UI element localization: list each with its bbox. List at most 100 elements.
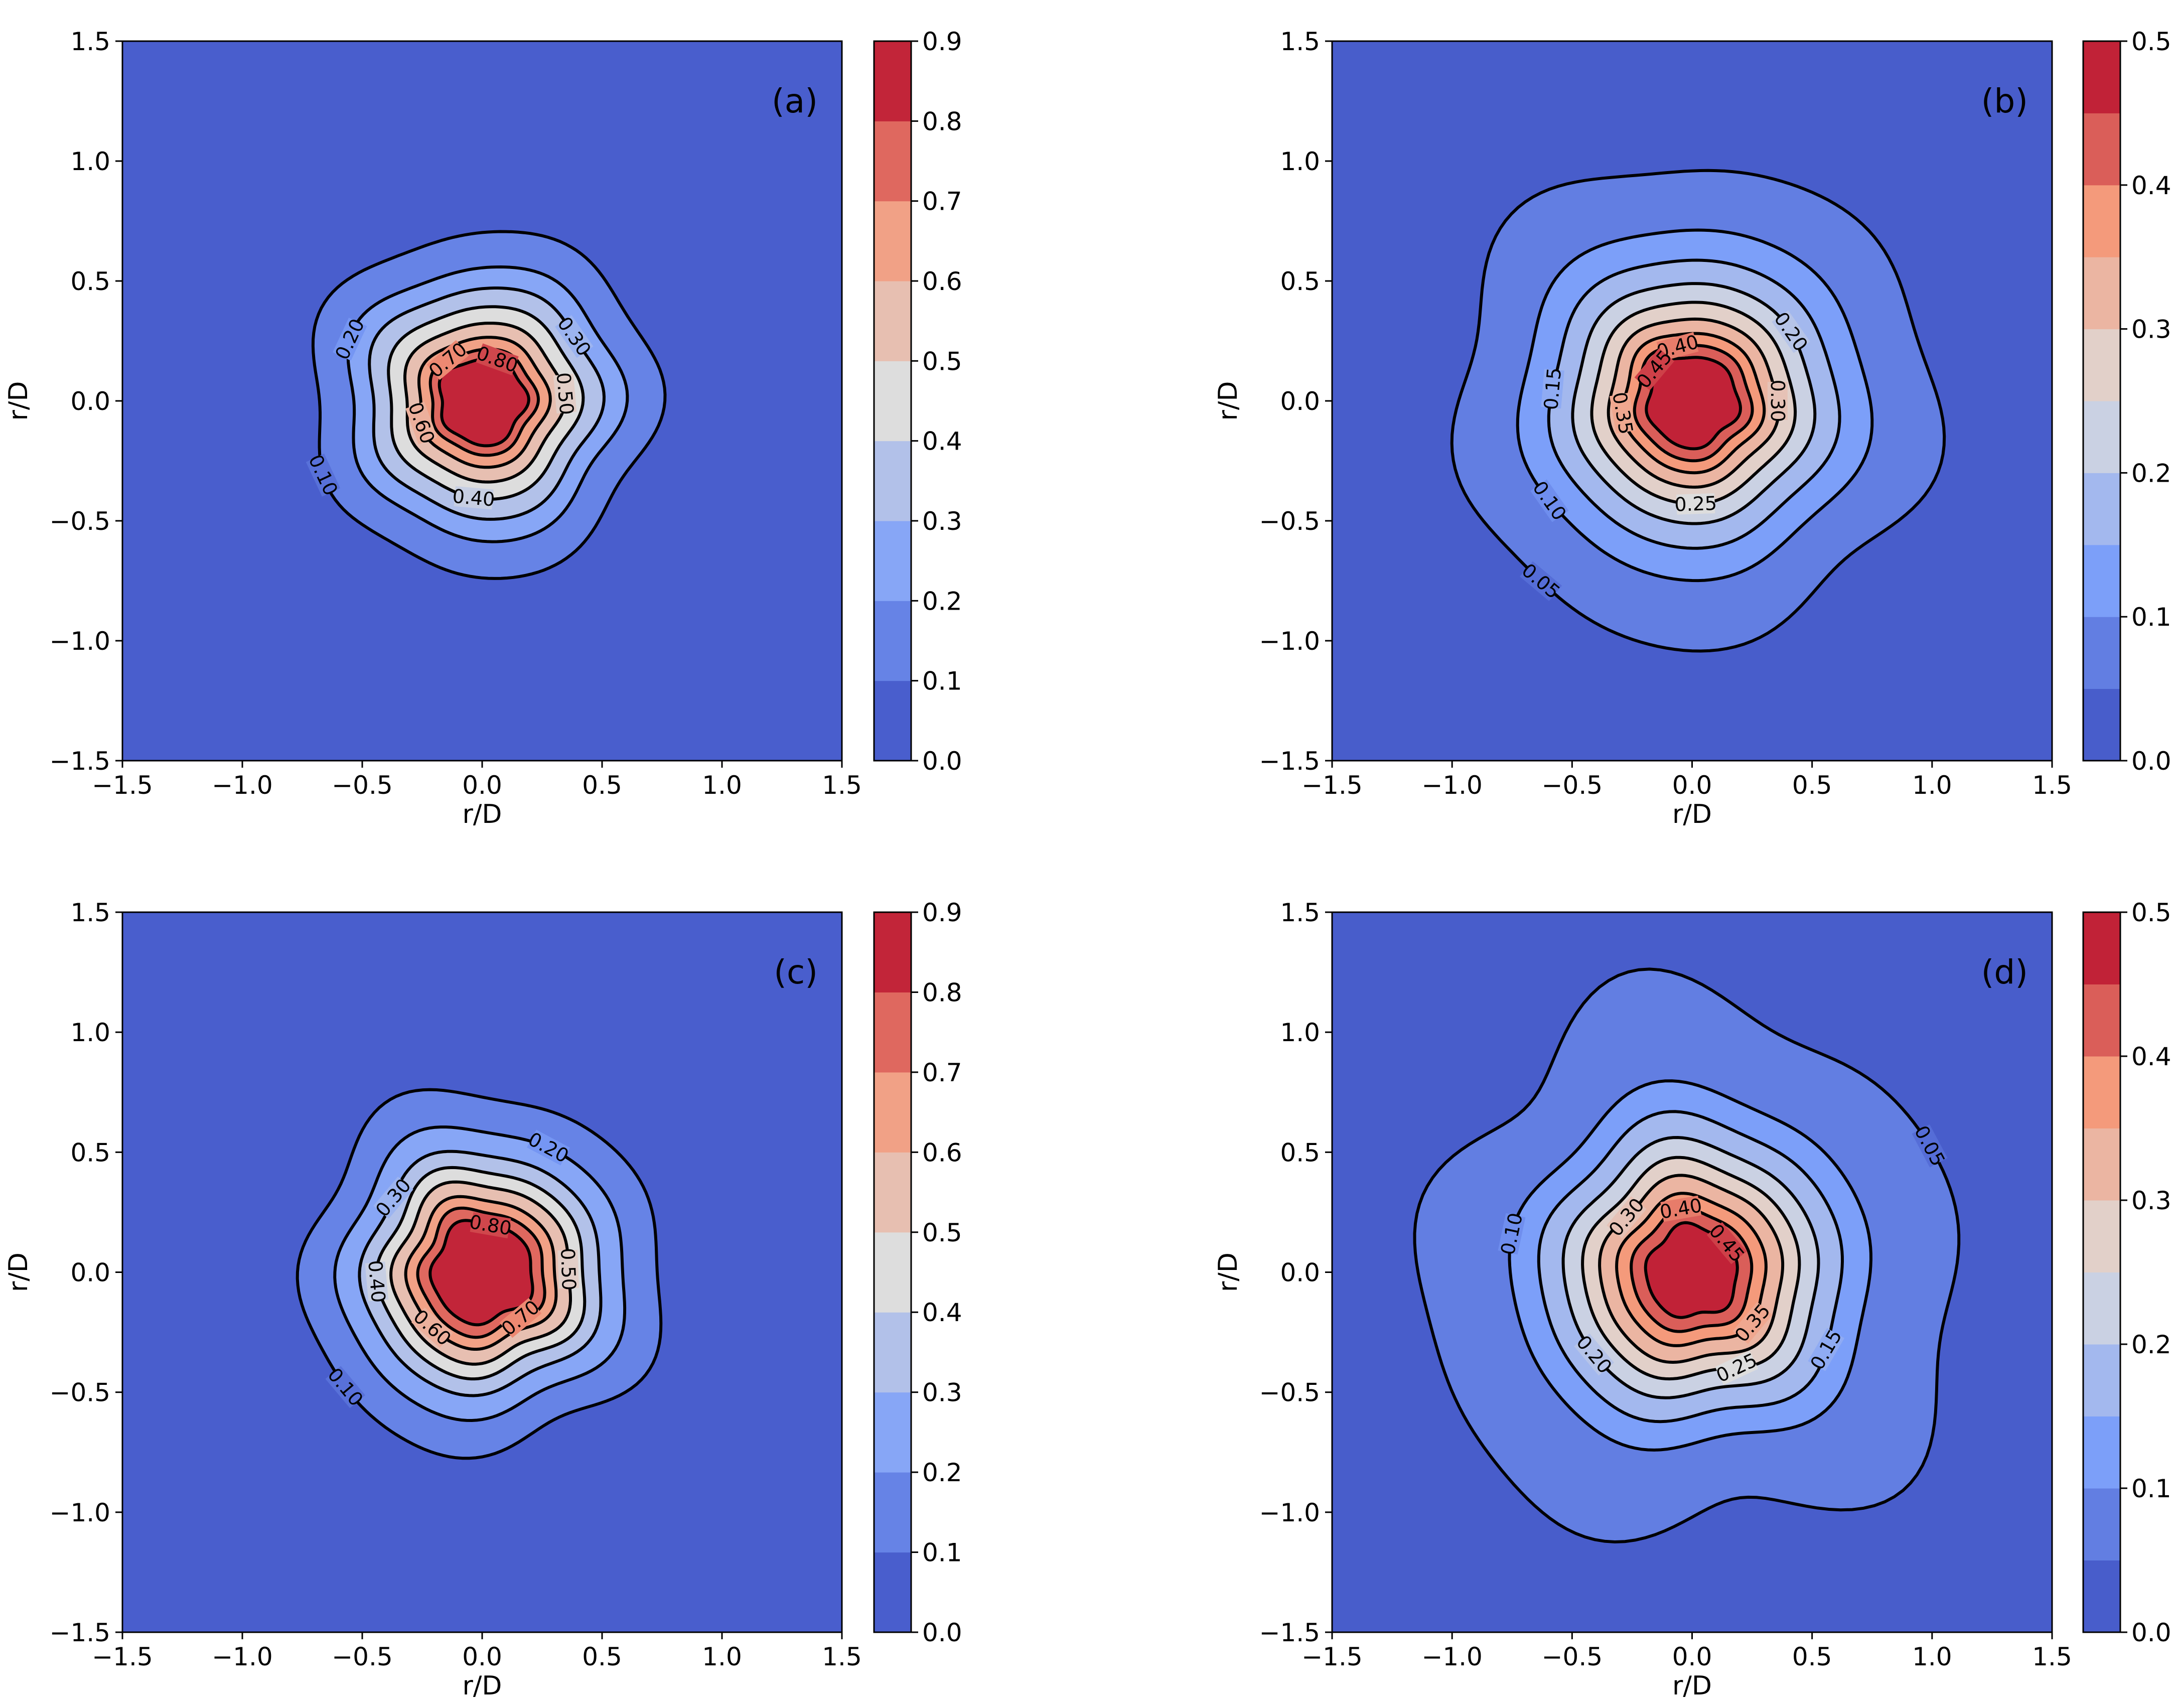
x-axis-label: r/D — [463, 1671, 502, 1701]
colorbar-band — [874, 521, 911, 601]
contour-line-0.3 — [368, 287, 606, 521]
contour-fill-0.45 — [1646, 357, 1740, 449]
contour-line-0.2 — [1571, 282, 1817, 525]
colorbar-band — [874, 441, 911, 521]
x-tick-label: −0.5 — [1542, 1642, 1603, 1671]
y-tick-label: 1.0 — [1280, 1018, 1320, 1047]
y-tick-label: −1.0 — [1259, 1498, 1320, 1527]
contour-line-0.1 — [1516, 228, 1874, 583]
panel-label: (d) — [1981, 953, 2028, 991]
contour-line-0.3 — [1598, 1174, 1785, 1364]
contour-label: 0.30 — [1767, 380, 1789, 422]
contour-label: 0.15 — [1540, 367, 1565, 411]
colorbar-band — [2083, 1560, 2120, 1633]
colorbar-band — [874, 201, 911, 281]
contour-line-0.2 — [1561, 1135, 1820, 1399]
contour-line-0.1 — [296, 1088, 663, 1460]
contour-label: 0.40 — [452, 485, 496, 511]
colorbar-tick-label: 0.4 — [922, 1298, 962, 1327]
y-tick-label: −0.5 — [1259, 507, 1320, 536]
colorbar-band — [874, 1392, 911, 1473]
x-tick-label: −1.0 — [1421, 1642, 1482, 1671]
panel-c: 0.100.200.300.40 0.500.60 0.700.80−1.5 −1.0… — [4, 898, 962, 1701]
contour-label: 0.25 — [1674, 492, 1717, 516]
contour-line-0.4 — [1633, 344, 1754, 463]
x-tick-label: −1.5 — [92, 1642, 153, 1671]
x-tick-label: 1.5 — [822, 771, 862, 800]
x-tick-label: 1.0 — [702, 1642, 742, 1671]
contour-line-0.3 — [1607, 317, 1780, 489]
contour-line-0.45 — [1645, 356, 1743, 451]
colorbar-band — [874, 992, 911, 1073]
x-tick-label: −1.5 — [1301, 771, 1362, 800]
contour-fill-0.8 — [430, 1220, 533, 1325]
y-tick-label: 0.0 — [1280, 1258, 1320, 1288]
colorbar-band — [2083, 1272, 2120, 1345]
y-tick-label: −1.0 — [50, 627, 110, 656]
colorbar-tick-label: 0.6 — [922, 1138, 962, 1167]
colorbar-band — [874, 1072, 911, 1153]
x-axis-label: r/D — [1672, 799, 1712, 829]
colorbar-tick-label: 0.4 — [922, 427, 962, 456]
y-tick-label: −1.5 — [1259, 1618, 1320, 1647]
y-axis-label: r/D — [1213, 381, 1243, 421]
colorbar-band — [2083, 544, 2120, 617]
x-tick-label: 0.5 — [1792, 771, 1832, 800]
colorbar-tick-label: 0.1 — [2131, 603, 2171, 632]
panel-b: 0.050.100.150.200.250.300.350.400.45−1.5… — [1213, 27, 2171, 829]
contour-line-0.5 — [389, 1180, 572, 1366]
x-tick-label: −1.5 — [92, 771, 153, 800]
x-tick-label: 1.0 — [1912, 1642, 1952, 1671]
contour-line-0.2 — [346, 265, 629, 543]
colorbar-tick-label: 0.5 — [922, 1218, 962, 1247]
y-tick-label: 0.5 — [70, 267, 110, 296]
colorbar-band — [2083, 984, 2120, 1057]
y-tick-label: 1.5 — [70, 27, 110, 56]
x-axis-label: r/D — [1672, 1671, 1712, 1701]
colorbar-band — [874, 1472, 911, 1553]
y-tick-label: 1.0 — [70, 1018, 110, 1047]
colorbar-tick-label: 0.9 — [922, 898, 962, 927]
colorbar-band — [874, 41, 911, 121]
colorbar-band — [2083, 1056, 2120, 1128]
y-tick-label: 0.0 — [1280, 387, 1320, 416]
colorbar-band — [2083, 185, 2120, 257]
x-tick-label: −0.5 — [332, 1642, 392, 1671]
colorbar-tick-label: 0.9 — [922, 27, 962, 56]
y-tick-label: 0.5 — [1280, 267, 1320, 296]
y-tick-label: −1.5 — [50, 1618, 110, 1647]
x-tick-label: −1.5 — [1301, 1642, 1362, 1671]
contour-fill-0.8 — [439, 358, 529, 446]
x-tick-label: 0.0 — [462, 1642, 502, 1671]
contour-line-0.05 — [1413, 967, 1961, 1544]
x-tick-label: 1.0 — [702, 771, 742, 800]
colorbar-band — [2083, 473, 2120, 545]
x-tick-label: 0.5 — [1792, 1642, 1832, 1671]
colorbar-band — [2083, 688, 2120, 761]
y-tick-label: 0.0 — [70, 1258, 110, 1288]
panel-label: (c) — [774, 953, 818, 991]
x-tick-label: 0.5 — [582, 1642, 622, 1671]
contour-line-0.5 — [403, 322, 567, 484]
colorbar-band — [2083, 1344, 2120, 1416]
colorbar-band — [2083, 1488, 2120, 1560]
colorbar-tick-label: 0.8 — [922, 107, 962, 136]
colorbar-band — [2083, 1200, 2120, 1272]
colorbar-tick-label: 0.3 — [2131, 315, 2171, 344]
contour-line-0.1 — [1508, 1079, 1873, 1452]
colorbar-band — [2083, 329, 2120, 401]
colorbar-band — [2083, 401, 2120, 473]
colorbar-tick-label: 0.1 — [922, 667, 962, 696]
colorbar-band — [2083, 113, 2120, 186]
colorbar-tick-label: 0.5 — [922, 347, 962, 376]
contour-line-0.4 — [1630, 1207, 1754, 1333]
colorbar-band — [874, 1232, 911, 1313]
x-axis-label: r/D — [463, 799, 502, 829]
y-tick-label: −0.5 — [1259, 1378, 1320, 1407]
y-tick-label: 1.5 — [70, 898, 110, 927]
colorbar-tick-label: 0.2 — [2131, 1330, 2171, 1359]
y-axis-label: r/D — [4, 1252, 34, 1292]
colorbar-tick-label: 0.1 — [2131, 1474, 2171, 1503]
y-axis-label: r/D — [1213, 1252, 1243, 1292]
colorbar-tick-label: 0.0 — [2131, 747, 2171, 776]
